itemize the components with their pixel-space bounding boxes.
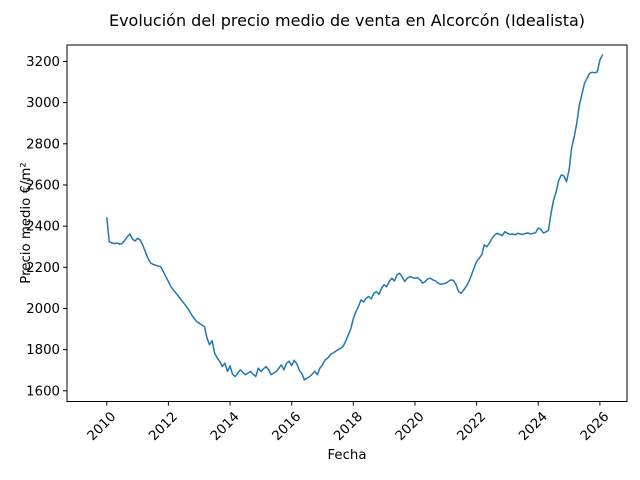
x-tick-label: 2020 <box>393 409 428 444</box>
plot-area-border <box>66 44 628 402</box>
y-axis-label: Precio medio €/m² <box>19 162 34 283</box>
x-tick-label: 2014 <box>208 409 243 444</box>
y-tick-label: 3000 <box>26 96 60 111</box>
x-tick-label: 2026 <box>578 409 613 444</box>
x-axis-label: Fecha <box>328 448 367 463</box>
x-axis-ticks: 2010 2012 2014 2016 2018 2020 2022 2024 2026 <box>85 401 613 444</box>
y-axis-ticks: 1600 1800 2000 2200 2400 2600 2800 3000 3200 <box>26 55 67 399</box>
y-tick-label: 2200 <box>26 261 60 276</box>
series-lines <box>106 54 604 381</box>
x-tick-label: 2024 <box>516 409 551 444</box>
y-tick-label: 2400 <box>26 220 60 235</box>
y-tick-label: 3200 <box>26 55 60 70</box>
y-tick-label: 2600 <box>26 178 60 193</box>
x-tick-label: 2018 <box>331 409 366 444</box>
y-tick-label: 2800 <box>26 137 60 152</box>
chart-title: Evolución del precio medio de venta en A… <box>109 11 585 30</box>
x-tick-label: 2016 <box>270 409 305 444</box>
price-line <box>106 54 604 381</box>
x-tick-label: 2010 <box>85 409 120 444</box>
y-tick-label: 1800 <box>26 343 60 358</box>
y-tick-label: 1600 <box>26 384 60 399</box>
y-tick-label: 2000 <box>26 302 60 317</box>
x-tick-label: 2022 <box>455 409 490 444</box>
x-tick-label: 2012 <box>146 409 181 444</box>
